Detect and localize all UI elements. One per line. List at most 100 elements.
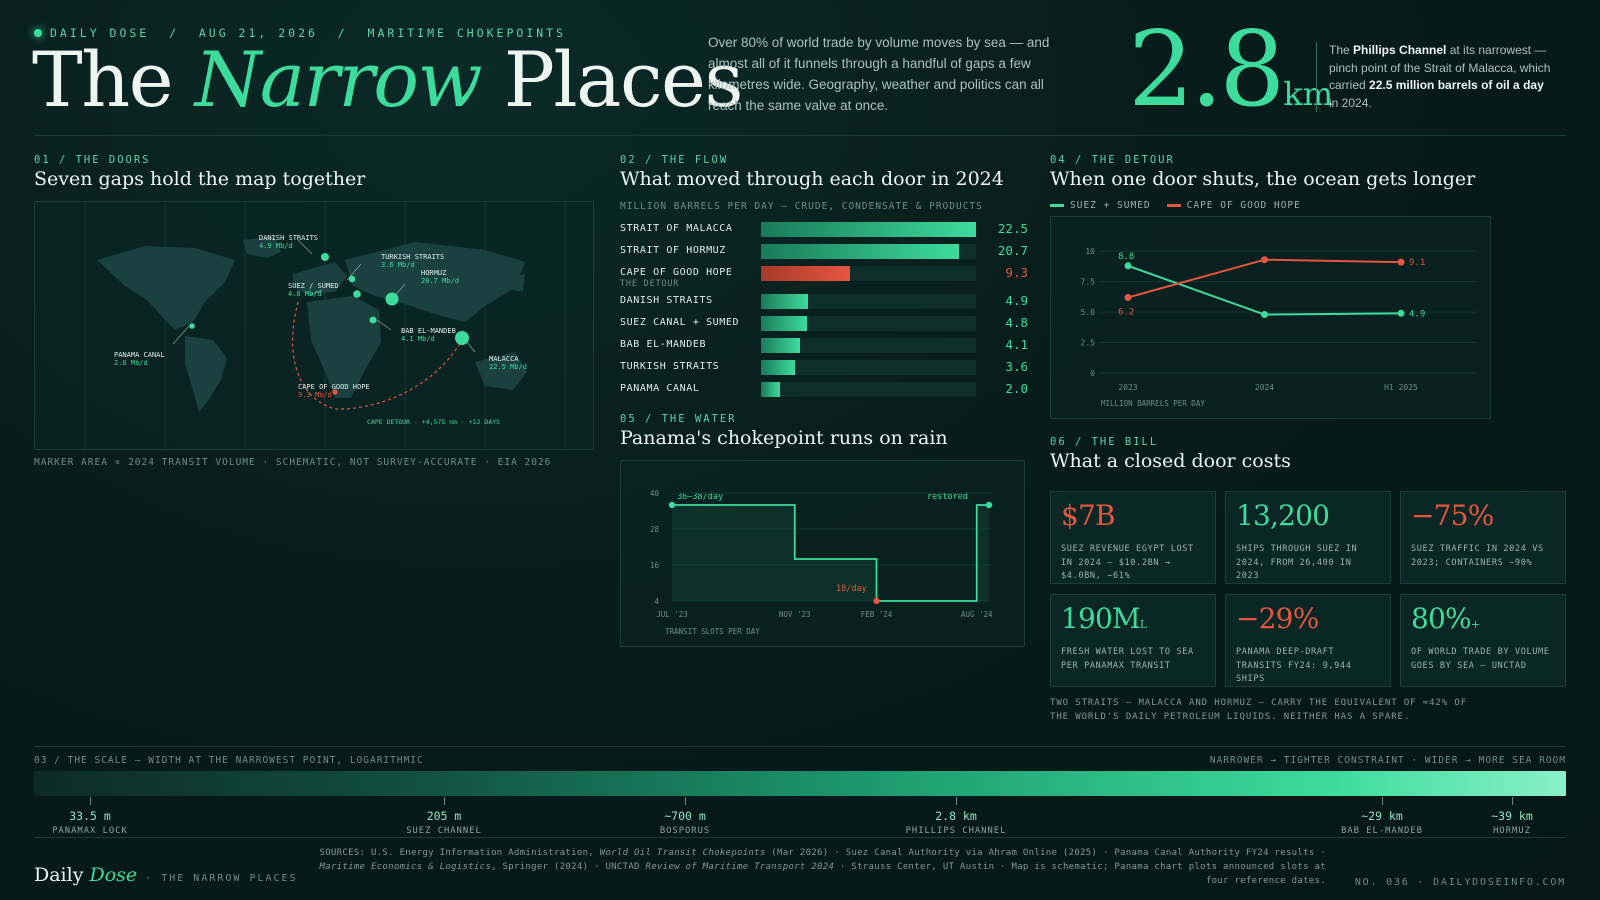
scale-kicker: 03 / THE SCALE — WIDTH AT THE NARROWEST …: [34, 755, 424, 766]
bar-row[interactable]: CAPE OF GOOD HOPE THE DETOUR 9.3: [620, 264, 1028, 289]
map-label-name: PANAMA CANAL: [114, 351, 165, 359]
bar-value: 4.9: [1005, 293, 1028, 308]
map-label-value: 3.6 Mb/d: [381, 261, 415, 269]
panama-marker[interactable]: [189, 323, 195, 329]
footer-logo[interactable]: Daily Dose · THE NARROW PLACES: [34, 864, 298, 886]
greenland-shape: [243, 236, 281, 258]
card-number: $7B: [1061, 499, 1116, 532]
bar-value: 3.6: [1005, 359, 1028, 374]
card-description: SUEZ TRAFFIC IN 2024 VS 2023; CONTAINERS…: [1411, 544, 1544, 568]
bar-value: 22.5: [997, 221, 1028, 236]
scale-divider: [34, 746, 1566, 747]
y-tick-label: 2.5: [1081, 339, 1096, 348]
tick-value: ~29 km: [1361, 809, 1403, 823]
card-number: −75%: [1411, 499, 1494, 532]
y-tick-label: 28: [650, 525, 660, 534]
bar-sublabel: THE DETOUR: [620, 279, 680, 289]
cost-card[interactable]: 190ML FRESH WATER LOST TO SEA PER PANAMAX…: [1050, 594, 1216, 687]
bar-row[interactable]: SUEZ CANAL + SUMED 4.8: [620, 314, 1028, 334]
data-point: [873, 597, 880, 605]
tick-line: [1511, 797, 1513, 805]
card-number: 13,200: [1236, 499, 1330, 532]
bar-value: 2.0: [1005, 381, 1028, 396]
step-line: [672, 504, 989, 602]
map-panel: DANISH STRAITS 4.9 Mb/d TURKISH STRAITS …: [34, 201, 594, 451]
tick-line: [684, 797, 686, 805]
tick-value: 33.5 m: [69, 809, 111, 823]
map-label-name: DANISH STRAITS: [259, 234, 318, 242]
tick-line: [443, 797, 445, 805]
header-divider: [34, 135, 1566, 136]
tick-name: HORMUZ: [1493, 826, 1531, 836]
panama-chart-panel: TRANSIT SLOTS PER DAY 36–38/day 18/day r…: [620, 460, 1025, 647]
suez-marker[interactable]: [353, 290, 361, 298]
bar-track: [761, 338, 976, 353]
bar-label: STRAIT OF HORMUZ: [620, 245, 726, 256]
bar-label: PANAMA CANAL: [620, 383, 700, 394]
panama-annot-start: 36–38/day: [677, 492, 723, 502]
kicker-text: DAILY DOSE / AUG 21, 2026 / MARITIME CHO…: [50, 26, 567, 40]
x-tick-label: H1 2025: [1384, 383, 1418, 392]
flow-kicker: 02 / THE FLOW: [620, 154, 729, 166]
bar-row[interactable]: DANISH STRAITS 4.9: [620, 292, 1028, 312]
tick-name: PHILLIPS CHANNEL: [905, 826, 1007, 836]
data-point: [1397, 258, 1405, 266]
cost-card[interactable]: −75% SUEZ TRAFFIC IN 2024 VS 2023; CONTAI…: [1400, 491, 1566, 584]
panama-chart: TRANSIT SLOTS PER DAY 36–38/day 18/day r…: [650, 489, 993, 636]
water-kicker: 05 / THE WATER: [620, 413, 737, 425]
map-label-value: 4.9 Mb/d: [259, 242, 293, 250]
footer-divider: [34, 837, 1566, 838]
detour-legend: SUEZ + SUMED CAPE OF GOOD HOPE: [1050, 200, 1301, 211]
map-label-value: 2.0 Mb/d: [114, 359, 148, 367]
legend-cape: CAPE OF GOOD HOPE: [1166, 200, 1301, 211]
bill-kicker: 06 / THE BILL: [1050, 436, 1159, 448]
tick-name: BAB EL-MANDEB: [1341, 826, 1423, 836]
map-label-value: 20.7 Mb/d: [421, 277, 459, 285]
issue-number[interactable]: NO. 036 · DAILYDOSEINFO.COM: [1354, 877, 1566, 888]
bar-row[interactable]: TURKISH STRAITS 3.6: [620, 358, 1028, 378]
cape-marker[interactable]: [332, 389, 338, 395]
danish-straits-marker[interactable]: [321, 253, 329, 261]
lede-text: Over 80% of world trade by volume moves …: [708, 35, 1050, 113]
cape-detour-label: CAPE DETOUR · +4,575 nm · +12 DAYS: [367, 418, 500, 426]
australia-shape: [475, 352, 527, 390]
scale-tick: 33.5 m PANAMAX LOCK: [15, 797, 165, 836]
card-description: SUEZ REVENUE EGYPT LOST IN 2024 — $10.2B…: [1061, 544, 1194, 581]
x-tick-label: 2024: [1255, 383, 1274, 392]
doors-title: Seven gaps hold the map together: [34, 168, 366, 190]
bar-row[interactable]: STRAIT OF MALACCA 22.5: [620, 220, 1028, 240]
bar-row[interactable]: BAB EL-MANDEB 4.1: [620, 336, 1028, 356]
bar-track: [761, 294, 976, 309]
x-tick-label: AUG '24: [961, 610, 993, 619]
cost-card[interactable]: 80%+ OF WORLD TRADE BY VOLUME GOES BY SEA…: [1400, 594, 1566, 687]
turkish-straits-marker[interactable]: [348, 275, 356, 283]
bab-el-mandeb-marker[interactable]: [369, 316, 377, 324]
data-point: [1261, 256, 1268, 264]
cost-card[interactable]: 13,200 SHIPS THROUGH SUEZ IN 2024, FROM 2…: [1225, 491, 1391, 584]
detour-chart-panel: MILLION BARRELS PER DAY 0 2.5 5.0 7.5 10 2023…: [1050, 216, 1491, 419]
bar-row[interactable]: STRAIT OF HORMUZ 20.7: [620, 242, 1028, 262]
card-number: 190ML: [1061, 602, 1147, 635]
card-description: OF WORLD TRADE BY VOLUME GOES BY SEA — U…: [1411, 647, 1550, 671]
flow-caption: MILLION BARRELS PER DAY — CRUDE, CONDENS…: [620, 201, 983, 212]
map-label-value: 4.1 Mb/d: [401, 335, 435, 343]
cost-card[interactable]: −29% PANAMA DEEP-DRAFT TRANSITS FY24: 9,9…: [1225, 594, 1391, 687]
x-tick-label: 2023: [1118, 383, 1137, 392]
south-america-shape: [185, 336, 227, 412]
map-markers: [189, 253, 469, 395]
water-title: Panama's chokepoint runs on rain: [620, 427, 948, 449]
cost-card[interactable]: $7B SUEZ REVENUE EGYPT LOST IN 2024 — $10…: [1050, 491, 1216, 584]
detour-kicker: 04 / THE DETOUR: [1050, 154, 1175, 166]
hormuz-marker[interactable]: [385, 292, 399, 306]
panama-ylabel: TRANSIT SLOTS PER DAY: [665, 627, 760, 636]
bar-row[interactable]: PANAMA CANAL 2.0: [620, 380, 1028, 400]
malacca-marker[interactable]: [455, 331, 469, 345]
tick-line: [1381, 797, 1383, 805]
flow-title: What moved through each door in 2024: [620, 168, 1004, 190]
bar-label: DANISH STRAITS: [620, 295, 713, 306]
y-tick-label: 40: [650, 489, 660, 498]
bar-track: [761, 222, 976, 237]
tick-value: ~700 m: [664, 809, 706, 823]
panama-annot-low: 18/day: [836, 584, 867, 594]
bar-label: TURKISH STRAITS: [620, 361, 720, 372]
